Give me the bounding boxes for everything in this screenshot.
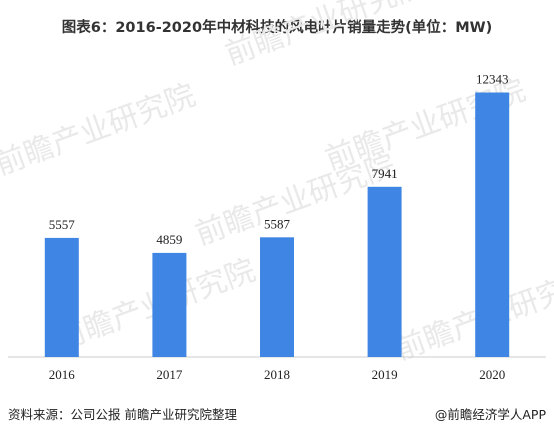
- chart-title: 图表6：2016-2020年中材科技的风电叶片销量走势(单位：MW): [61, 20, 493, 36]
- source-note: 资料来源：公司公报 前瞻产业研究院整理: [8, 407, 237, 422]
- data-label-2020: 12343: [476, 72, 509, 87]
- data-label-2017: 4859: [156, 232, 182, 247]
- x-tick-2019: 2019: [372, 367, 398, 382]
- x-tick-2017: 2017: [156, 367, 183, 382]
- x-tick-2020: 2020: [479, 367, 505, 382]
- data-labels: 5557 4859 5587 7941 12343: [49, 72, 509, 247]
- bar-2019: [367, 186, 402, 357]
- bar-2018: [260, 237, 294, 357]
- watermark-text: 前瞻产业研究院: [391, 263, 554, 368]
- x-tick-labels: 2016 2017 2018 2019 2020: [49, 367, 505, 382]
- x-tick-2016: 2016: [49, 367, 76, 382]
- watermark-text: 前瞻产业研究院: [0, 78, 200, 183]
- bar-2020: [475, 92, 510, 357]
- bar-2016: [44, 237, 79, 357]
- data-label-2018: 5587: [264, 216, 291, 231]
- bar-2017: [152, 252, 187, 357]
- watermark-text: 前瞻产业研究院: [221, 0, 430, 73]
- bars: [44, 92, 510, 357]
- data-label-2019: 7941: [372, 166, 398, 181]
- brand-credit: @前瞻经济学人APP: [434, 407, 546, 422]
- data-label-2016: 5557: [49, 217, 76, 232]
- x-tick-2018: 2018: [264, 367, 290, 382]
